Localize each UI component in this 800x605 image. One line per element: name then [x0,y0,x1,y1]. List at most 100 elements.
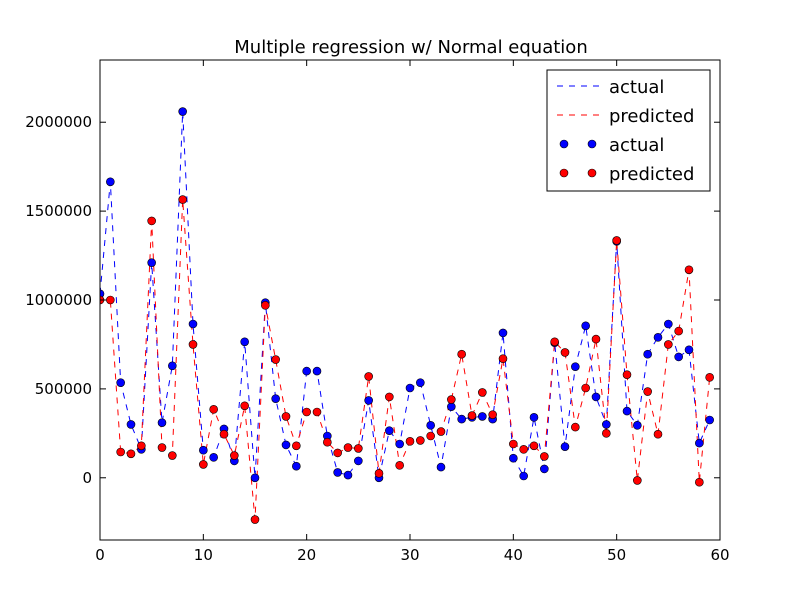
data-point-predicted [354,444,363,453]
data-point-actual [581,321,590,331]
data-point-actual [674,352,683,362]
data-point-actual [695,438,704,448]
data-point-actual [509,453,518,463]
chart-title: Multiple regression w/ Normal equation [234,37,587,58]
data-point-predicted [488,410,497,419]
data-point-actual [633,421,642,430]
data-point-predicted [705,373,714,382]
data-point-actual [560,442,570,451]
data-point-actual [395,439,404,449]
data-point-predicted [643,387,652,396]
data-point-actual [653,333,663,342]
legend-label: predicted [609,106,694,127]
data-point-actual [364,396,373,405]
series-line-actual [100,111,711,478]
data-point-actual [591,392,601,402]
data-point-actual [333,468,342,477]
data-point-predicted [106,295,115,305]
legend-box [546,69,711,192]
data-point-actual [250,473,260,483]
data-point-predicted [633,476,642,485]
data-point-actual [602,420,611,429]
data-point-predicted [281,412,291,421]
data-point-actual [106,177,115,187]
data-point-predicted [364,372,373,381]
x-tick-label: 60 [710,546,729,564]
data-point-predicted [436,427,446,436]
data-point-predicted [426,431,435,441]
data-point-actual [271,394,280,403]
data-point-actual [664,319,673,329]
data-point-predicted [385,392,394,402]
data-point-actual [292,461,301,471]
x-tick-label: 0 [95,546,105,564]
data-point-actual [478,412,487,421]
data-point-actual [157,418,167,427]
data-point-predicted [312,407,322,417]
x-tick-label: 40 [504,546,523,564]
data-point-actual [385,426,394,435]
data-point-predicted [612,236,621,245]
data-point-actual [126,420,136,429]
data-point-predicted [230,451,239,460]
data-point-actual [436,462,446,472]
y-tick-label: 1500000 [25,202,92,220]
y-tick-label: 0 [82,469,92,487]
data-point-predicted [447,395,456,404]
data-point-actual [147,258,156,267]
data-point-actual [457,414,466,424]
data-point-predicted [498,354,508,363]
legend-marker-swatch [587,168,597,178]
data-point-predicted [540,452,549,461]
data-point-predicted [374,469,384,478]
data-point-actual [178,107,187,116]
data-point-predicted [550,337,559,347]
data-point-actual [168,361,177,371]
data-point-predicted [591,334,601,344]
data-point-predicted [188,340,198,349]
data-point-predicted [116,447,125,457]
data-point-predicted [323,437,332,447]
data-point-actual [302,366,311,376]
y-tick-label: 2000000 [25,113,92,131]
x-tick-label: 30 [400,546,419,564]
data-point-predicted [302,407,311,417]
data-point-actual [498,328,508,338]
y-tick-label: 1000000 [25,291,92,309]
data-point-predicted [581,383,590,393]
y-tick-label: 500000 [35,380,92,398]
data-point-predicted [478,388,487,397]
data-point-predicted [571,422,580,432]
data-point-predicted [137,441,146,451]
data-point-predicted [529,441,539,451]
x-tick-label: 50 [607,546,626,564]
x-tick-label: 10 [194,546,213,564]
data-point-predicted [147,216,156,226]
data-point-actual [343,470,353,480]
data-point-predicted [695,477,704,487]
data-point-predicted [126,449,136,459]
data-point-predicted [261,301,270,310]
legend-label: actual [609,135,664,156]
data-point-predicted [560,348,570,357]
data-point-actual [312,366,322,376]
data-point-predicted [674,326,683,336]
data-point-predicted [271,355,280,364]
data-point-predicted [199,460,208,469]
data-point-actual [416,378,425,387]
data-point-predicted [457,349,466,359]
data-point-predicted [333,448,342,458]
data-point-actual [188,319,198,329]
data-point-predicted [250,515,260,524]
data-point-actual [622,406,632,416]
legend-label: actual [609,77,664,98]
data-point-predicted [416,436,425,445]
data-point-actual [447,402,456,411]
data-point-predicted [653,429,663,439]
data-point-predicted [240,401,249,411]
data-point-actual [684,345,694,355]
data-point-predicted [157,443,167,452]
legend-label: predicted [609,164,694,185]
data-point-predicted [622,370,632,379]
